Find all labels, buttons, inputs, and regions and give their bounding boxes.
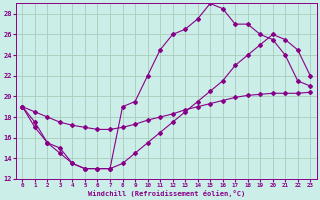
X-axis label: Windchill (Refroidissement éolien,°C): Windchill (Refroidissement éolien,°C) (88, 190, 245, 197)
